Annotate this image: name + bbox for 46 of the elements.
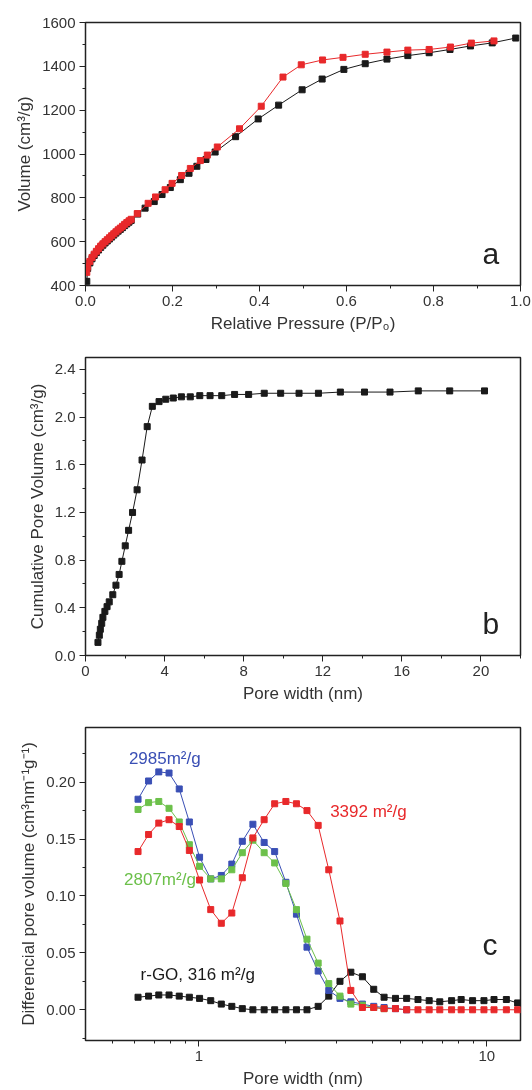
x-tick-label: 10 xyxy=(478,1046,496,1064)
x-tick-label: 0.2 xyxy=(162,291,183,309)
x-tick-label: 0.4 xyxy=(249,291,270,309)
y-tick-label: 1200 xyxy=(42,101,76,119)
x-tick-label: 20 xyxy=(472,661,490,679)
series-label: 3392 m²/g xyxy=(330,802,407,822)
y-tick-label: 400 xyxy=(50,276,76,294)
y-tick-label: 1.6 xyxy=(54,455,76,473)
x-tick-label: 1 xyxy=(194,1046,203,1064)
y-tick-label: 0.10 xyxy=(46,886,76,904)
x-tick-label: 0.0 xyxy=(75,291,96,309)
x-tick-label: 0.8 xyxy=(423,291,444,309)
y-tick-label: 0.4 xyxy=(54,598,76,616)
y-tick-label: 800 xyxy=(50,188,76,206)
y-tick-label: 1.2 xyxy=(54,503,76,521)
y-tick-label: 0.8 xyxy=(54,551,76,569)
y-tick-label: 1400 xyxy=(42,57,76,75)
y-tick-label: 1600 xyxy=(42,13,76,31)
x-axis-title: Pore width (nm) xyxy=(243,683,363,703)
y-tick-label: 0.20 xyxy=(46,773,76,791)
y-tick-label: 0.15 xyxy=(46,830,76,848)
y-tick-label: 600 xyxy=(50,232,76,250)
y-axis-title: Cumulative Pore Volume (cm³/g) xyxy=(27,383,47,630)
series-label: r-GO, 316 m²/g xyxy=(140,965,255,985)
series-label: 2807m²/g xyxy=(124,870,196,890)
x-axis-title: Relative Pressure (P/P₀) xyxy=(210,313,396,333)
y-tick-label: 2.0 xyxy=(54,408,76,426)
y-axis-title: Differencial pore volume (cm³nm⁻¹g⁻¹) xyxy=(19,742,39,1026)
y-tick-label: 2.4 xyxy=(54,360,76,378)
y-axis-title: Volume (cm³/g) xyxy=(15,96,35,212)
x-tick-label: 0.6 xyxy=(336,291,357,309)
annotation: c xyxy=(482,927,498,961)
x-axis-title: Pore width (nm) xyxy=(243,1068,363,1088)
y-tick-label: 0.00 xyxy=(46,1000,76,1018)
y-tick-label: 0.0 xyxy=(54,646,76,664)
x-tick-label: 12 xyxy=(314,661,332,679)
x-tick-label: 8 xyxy=(239,661,248,679)
x-tick-label: 16 xyxy=(393,661,411,679)
y-tick-label: 0.05 xyxy=(46,943,76,961)
annotation: a xyxy=(482,236,500,270)
annotation: b xyxy=(482,606,500,640)
x-tick-label: 4 xyxy=(160,661,169,679)
series-label: 2985m²/g xyxy=(128,748,201,768)
x-tick-label: 0 xyxy=(81,661,90,679)
y-tick-label: 1000 xyxy=(42,145,76,162)
x-tick-label: 1.0 xyxy=(510,291,531,309)
